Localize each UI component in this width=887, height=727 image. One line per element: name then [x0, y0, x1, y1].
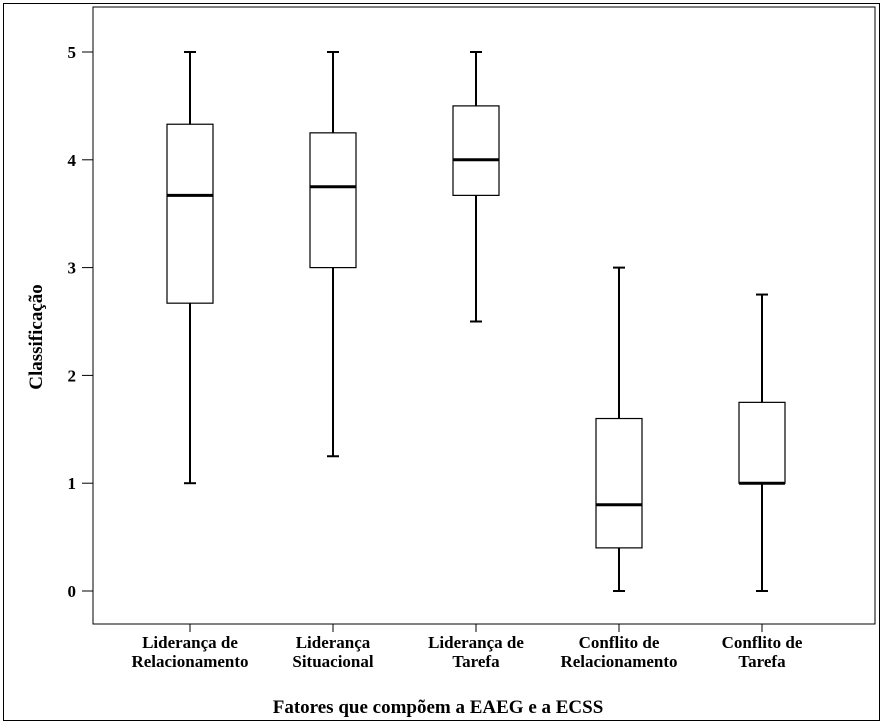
box-plot-item [452, 51, 500, 323]
plot-area [92, 6, 876, 625]
box-plot-item [166, 51, 214, 485]
x-category-label: Conflito de [579, 633, 660, 652]
box-iqr [166, 123, 214, 304]
y-tick-label: 4 [68, 151, 77, 170]
y-tick-label: 0 [68, 582, 77, 601]
y-axis: 0 1 2 3 4 5 [68, 43, 93, 601]
y-tick-label: 1 [68, 474, 77, 493]
x-category-label: Liderança de [142, 633, 238, 652]
box-plot-item [309, 51, 357, 458]
x-category-label: Liderança de [428, 633, 524, 652]
y-tick-label: 3 [68, 259, 77, 278]
box-iqr [738, 401, 786, 484]
x-category-label: Liderança [296, 633, 371, 652]
x-category-label: Tarefa [738, 652, 786, 671]
x-axis-title: Fatores que compõem a EAEG e a ECSS [273, 697, 604, 718]
x-category-label: Relacionamento [560, 652, 677, 671]
box-iqr [309, 132, 357, 269]
x-axis: Liderança deRelacionamentoLiderançaSitua… [131, 624, 803, 671]
box-iqr [452, 105, 500, 196]
x-category-label: Relacionamento [131, 652, 248, 671]
box-plot-item [595, 266, 643, 592]
y-tick-label: 5 [68, 43, 77, 62]
box-plot-item [738, 293, 786, 592]
boxes-group [166, 51, 786, 592]
x-category-label: Conflito de [722, 633, 803, 652]
box-iqr [595, 417, 643, 549]
chart-frame [3, 3, 880, 721]
y-tick-label: 2 [68, 366, 77, 385]
x-category-label: Situacional [292, 652, 374, 671]
y-axis-title: Classificação [26, 284, 47, 390]
x-category-label: Tarefa [452, 652, 500, 671]
